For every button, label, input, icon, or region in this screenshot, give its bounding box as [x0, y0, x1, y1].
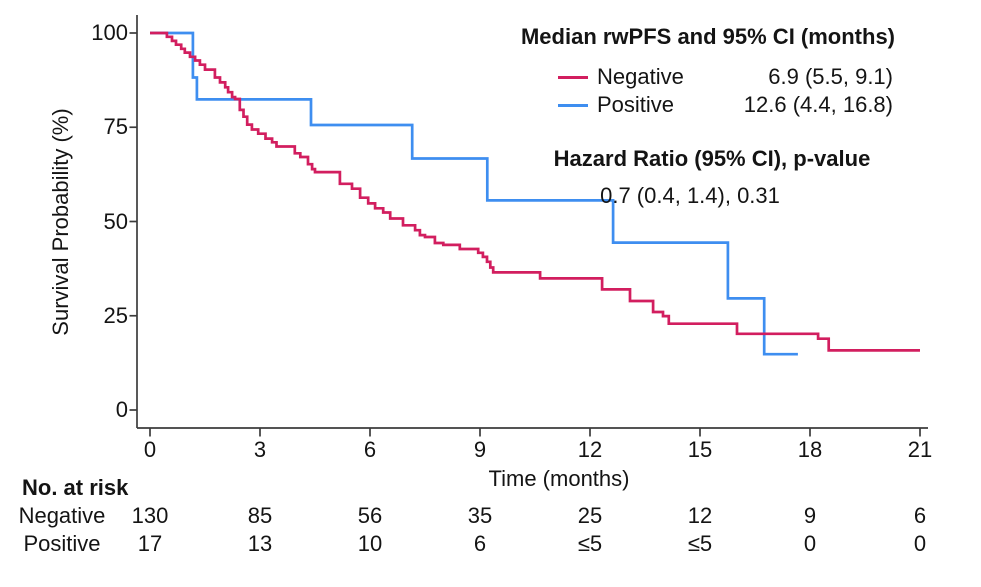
- x-tick-label: 12: [577, 437, 603, 462]
- legend-value-positive: 12.6 (4.4, 16.8): [743, 92, 893, 117]
- hazard-ratio-title: Hazard Ratio (95% CI), p-value: [553, 146, 871, 171]
- y-tick-label: 25: [103, 302, 128, 328]
- risk-count-positive-12: ≤5: [577, 531, 603, 556]
- risk-count-negative-18: 9: [803, 503, 817, 528]
- legend-label-positive: Positive: [597, 92, 675, 117]
- x-axis-title: Time (months): [488, 466, 630, 491]
- risk-count-positive-21: 0: [913, 531, 927, 556]
- km-curve-negative: [150, 31, 920, 352]
- legend-value-negative: 6.9 (5.5, 9.1): [768, 64, 893, 89]
- risk-row-label-negative: Negative: [18, 503, 106, 528]
- risk-count-negative-15: 12: [687, 503, 713, 528]
- x-tick-label: 0: [143, 437, 157, 462]
- risk-count-negative-6: 56: [357, 503, 383, 528]
- positive-line-swatch-icon: [558, 103, 588, 107]
- legend-title: Median rwPFS and 95% CI (months): [520, 24, 896, 49]
- risk-count-negative-21: 6: [913, 503, 927, 528]
- x-tick-label: 3: [253, 437, 267, 462]
- x-tick-label: 15: [687, 437, 713, 462]
- risk-row-label-positive: Positive: [23, 531, 101, 556]
- risk-count-negative-0: 130: [131, 503, 169, 528]
- x-tick-label: 9: [473, 437, 487, 462]
- risk-count-negative-3: 85: [247, 503, 273, 528]
- risk-count-positive-15: ≤5: [687, 531, 713, 556]
- y-tick-label: 0: [115, 397, 128, 422]
- risk-count-positive-9: 6: [473, 531, 487, 556]
- risk-count-positive-18: 0: [803, 531, 817, 556]
- risk-count-positive-3: 13: [247, 531, 273, 556]
- legend-label-negative: Negative: [597, 64, 684, 89]
- risk-count-positive-0: 17: [137, 531, 163, 556]
- km-curve-positive: [150, 31, 798, 356]
- x-tick-label: 6: [363, 437, 377, 462]
- negative-line-swatch-icon: [558, 75, 588, 79]
- y-tick-label: 100: [91, 20, 128, 45]
- hazard-ratio-value: 0.7 (0.4, 1.4), 0.31: [600, 183, 780, 208]
- risk-count-positive-6: 10: [357, 531, 383, 556]
- risk-count-negative-9: 35: [467, 503, 493, 528]
- legend-row-negative: Negative 6.9 (5.5, 9.1): [540, 63, 896, 91]
- risk-table-title: No. at risk: [22, 475, 129, 500]
- legend-row-positive: Positive 12.6 (4.4, 16.8): [540, 91, 896, 119]
- y-tick-label: 50: [103, 208, 128, 234]
- risk-count-negative-12: 25: [577, 503, 603, 528]
- x-tick-label: 21: [907, 437, 933, 462]
- y-tick-label: 75: [103, 114, 128, 140]
- x-tick-label: 18: [797, 437, 823, 462]
